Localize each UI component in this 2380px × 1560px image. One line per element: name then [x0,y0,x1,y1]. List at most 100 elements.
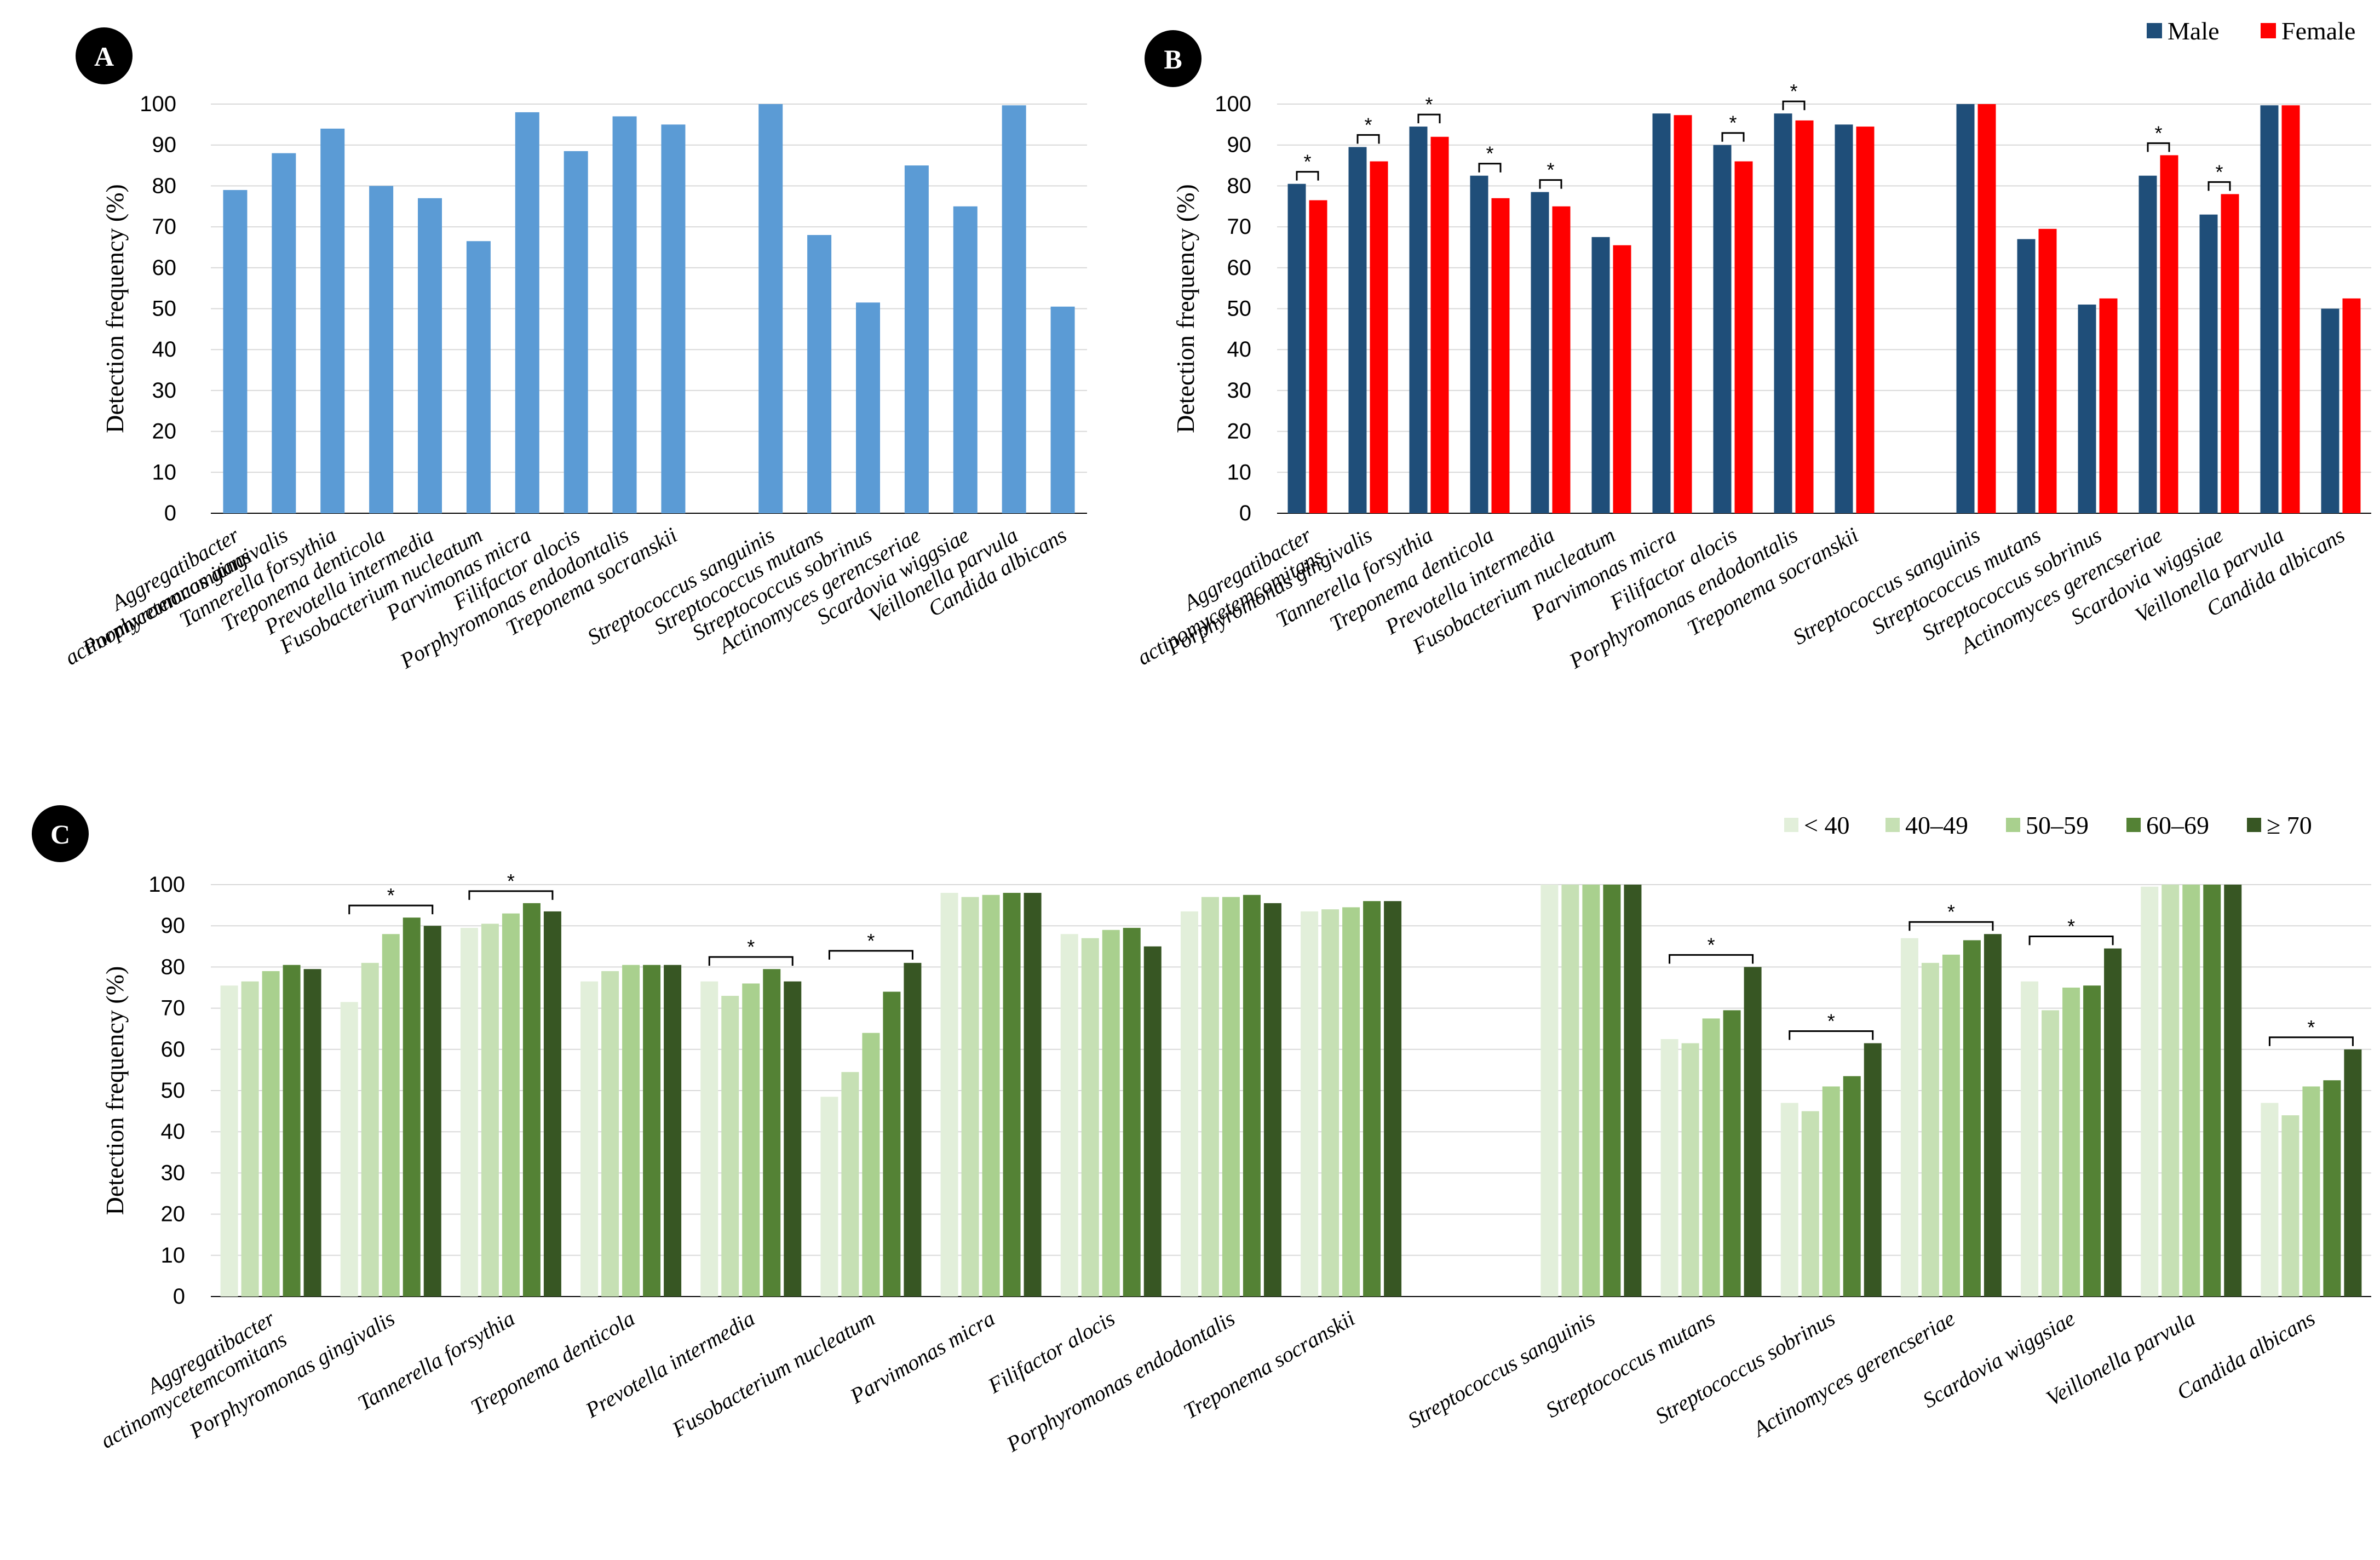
panel-b-ytick-label: 20 [1227,420,1252,444]
panel-a-bar-porphyromonas-gingivalis [272,153,296,513]
panel-c-badge-label: C [50,819,70,850]
panel-b-ytick-label: 30 [1227,378,1252,403]
panel-b-badge-label: B [1164,44,1182,74]
panel-c-significance-star: * [507,870,515,892]
panel-c-bar-scardovia-wiggsiae-50-59 [2062,988,2080,1297]
panel-c-bar-treponema-socranskii-70 [1384,901,1402,1297]
panel-c-bar-fusobacterium-nucleatum-60-69 [883,991,901,1297]
panel-c-bar-treponema-denticola-60-69 [643,965,661,1297]
panel-b-ytick-label: 10 [1227,460,1252,484]
legend-age-60-69-label: 60–69 [2146,811,2209,839]
panel-a-bar-porphyromonas-endodontalis [612,116,637,513]
panel-b-bar-veillonella-parvula-female [2281,105,2300,514]
panel-a-bar-aggregatibacter-actinomycetemcomitans [223,190,248,513]
legend-female-swatch-icon [2261,23,2276,38]
panel-c-significance-star: * [747,936,755,958]
panel-c-bar-treponema-denticola-70 [664,965,682,1297]
panel-b-bar-filifactor-alocis-female [1734,161,1753,514]
legend-age-lt40-label: < 40 [1804,811,1849,839]
panel-b-bar-fusobacterium-nucleatum-male [1591,237,1610,513]
panel-c-ytick-label: 100 [148,873,185,897]
panel-b-significance-star: * [1303,151,1311,173]
panel-c-bar-candida-albicans-70 [2344,1049,2362,1297]
panel-b-plot: 0 10 20 30 40 50 60 70 80 90 100 Detection frequenc… [1133,80,2371,674]
panel-c-bar-prevotella-intermedia-70 [784,981,802,1297]
panel-c-bar-fusobacterium-nucleatum-70 [904,962,922,1297]
panel-c-bar-porphyromonas-gingivalis-40 [340,1002,358,1297]
panel-c-significance-star: * [1827,1010,1835,1033]
panel-b-significance-bracket [2147,142,2170,152]
panel-b-significance-star: * [1425,93,1433,116]
panel-c-bar-treponema-socranskii-40-49 [1321,909,1340,1297]
panel-c-ytick-label: 80 [161,955,186,979]
panel-b-bar-porphyromonas-gingivalis-female [1370,161,1388,514]
panel-c-bar-porphyromonas-gingivalis-60-69 [403,917,421,1297]
panel-c-bar-veillonella-parvula-50-59 [2182,885,2200,1297]
panel-a-bar-treponema-denticola [369,186,394,513]
panel-c-bar-porphyromonas-endodontalis-60-69 [1243,894,1261,1297]
panel-c-bar-filifactor-alocis-70 [1143,946,1162,1297]
panel-b-bar-actinomyces-gerencseriae-female [2160,155,2178,513]
panel-c-significance-bracket [468,890,554,900]
panel-c-xtick-label: Actinomyces gerencseriae [1747,1306,1959,1442]
panel-c-bar-scardovia-wiggsiae-40 [2021,981,2039,1297]
panel-a-bar-treponema-socranskii [661,124,686,514]
panel-c-legend: < 40 40–49 50–59 60–69 ≥ 70 [1784,811,2312,839]
panel-b-bar-aggregatibacter-actinomycetemcomitans-male [1287,183,1306,513]
panel-c-bar-veillonella-parvula-70 [2224,885,2242,1297]
panel-b-bar-treponema-denticola-male [1470,175,1488,514]
panel-c-bar-porphyromonas-gingivalis-70 [423,926,441,1297]
panel-c-ytick-label: 20 [161,1202,186,1226]
panel-c-bar-streptococcus-sanguinis-50-59 [1582,885,1600,1297]
panel-a-ytick-label: 100 [140,92,176,116]
panel-c-bar-veillonella-parvula-60-69 [2203,885,2221,1297]
panel-b-bar-filifactor-alocis-male [1713,145,1732,513]
panel-a-badge-label: A [94,41,114,72]
panel-c-ytick-label: 60 [161,1037,186,1062]
panel-b-bar-fusobacterium-nucleatum-female [1613,245,1631,513]
legend-age-50-59-label: 50–59 [2026,811,2089,839]
panel-a-ytick-label: 0 [164,501,176,525]
panel-a-ytick-label: 40 [152,337,177,362]
panel-b-significance-star: * [2154,122,2162,144]
panel-c-bar-actinomyces-gerencseriae-40-49 [1921,962,1939,1297]
panel-a-ytick-label: 10 [152,460,177,484]
panel-b-bar-scardovia-wiggsiae-female [2221,194,2239,514]
panel-b-bar-candida-albicans-female [2342,298,2361,513]
panel-a-ytick-label: 20 [152,420,177,444]
panel-c-significance-star: * [387,884,395,907]
panel-c-significance-star: * [1947,901,1955,923]
panel-b-bar-porphyromonas-gingivalis-male [1348,147,1367,513]
panel-b-ytick-label: 90 [1227,133,1252,157]
panel-b-bar-treponema-denticola-female [1491,198,1510,513]
panel-c-bar-prevotella-intermedia-40-49 [721,996,739,1297]
panel-a-y-axis-label: Detection frequency (%) [101,184,129,433]
legend-female-label: Female [2281,17,2355,45]
panel-b-ytick-label: 50 [1227,297,1252,321]
panel-c-bar-tannerella-forsythia-40 [460,927,478,1297]
panel-a-bar-scardovia-wiggsiae [953,206,978,513]
panel-a-ytick-label: 90 [152,133,177,157]
panel-b-ytick-label: 40 [1227,337,1252,362]
panel-a-ytick-label: 50 [152,297,177,321]
panel-c-bar-parvimonas-micra-50-59 [982,894,1000,1297]
panel-b-ytick-label: 100 [1215,92,1251,116]
panel-b-ytick-label: 0 [1239,501,1251,525]
panel-b-bar-treponema-socranskii-female [1856,127,1875,513]
panel-a-bar-streptococcus-mutans [807,235,832,513]
panel-b-bar-scardovia-wiggsiae-male [2199,214,2218,513]
panel-b-significance-bracket [1721,132,1745,142]
panel-c-bar-veillonella-parvula-40 [2141,886,2159,1297]
panel-a-bar-prevotella-intermedia [418,198,442,513]
panel-b-significance-bracket [1356,134,1380,144]
panel-c-ytick-label: 40 [161,1120,186,1144]
panel-b-significance-star: * [1547,159,1554,181]
panel-b: B 0 10 20 30 40 50 60 70 80 90 100 Detection freque… [1133,17,2371,674]
panel-b-significance-star: * [1729,112,1737,134]
panel-a-ytick-label: 30 [152,378,177,403]
legend-male-label: Male [2168,17,2220,45]
panel-c-bar-tannerella-forsythia-70 [543,911,561,1297]
panel-c-bar-porphyromonas-endodontalis-40 [1180,911,1198,1297]
panel-c-bar-filifactor-alocis-40 [1060,934,1078,1297]
